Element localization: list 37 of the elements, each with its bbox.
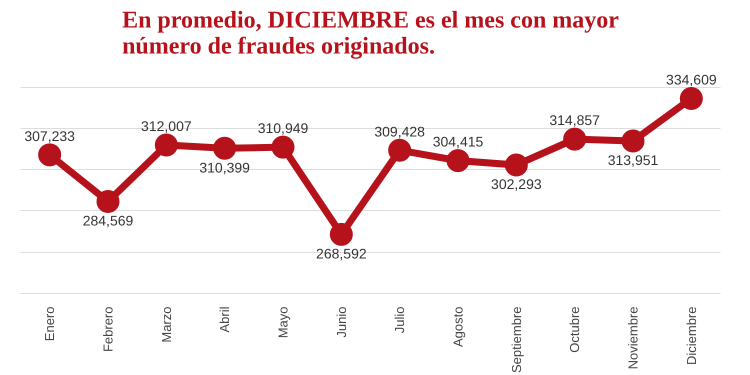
x-tick-label: Noviembre [626,306,640,370]
point [563,128,586,151]
x-tick-label: Agosto [450,306,466,347]
point [622,130,644,152]
x-tick-label: Diciembre [684,306,699,366]
point [504,154,528,176]
data-label: 314,857 [549,112,600,128]
x-tick-label: Junio [334,306,349,338]
data-label: 334,609 [666,71,717,88]
point [330,222,353,246]
data-label: 302,293 [491,176,542,192]
data-label: 307,233 [24,128,76,144]
data-label: 309,428 [374,123,426,140]
point [272,136,294,159]
point [446,149,470,172]
point [154,134,178,156]
x-tick-label: Febrero [100,306,116,352]
x-tick-label: Septiembre [508,306,524,373]
point [96,190,120,213]
chart-title: En promedio, DICIEMBRE es el mes con mayor número de fraudes originados. [122,8,620,60]
data-label: 310,949 [258,120,309,136]
data-label: 310,399 [199,159,250,176]
data-label: 268,592 [316,245,367,262]
point [38,143,62,166]
x-tick-label: Abril [217,306,232,333]
data-label: 284,569 [82,212,134,228]
data-label: 313,951 [608,152,659,168]
x-tick-label: Julio [392,306,408,334]
point [213,136,236,160]
data-label: 312,007 [141,118,192,134]
x-tick-label: Mayo [276,306,290,338]
x-tick-label: Octubre [567,306,582,353]
point [680,86,703,110]
x-tick-label: Marzo [158,306,174,343]
x-tick-label: Enero [42,306,58,342]
point [388,138,412,162]
data-label: 304,415 [432,134,484,150]
